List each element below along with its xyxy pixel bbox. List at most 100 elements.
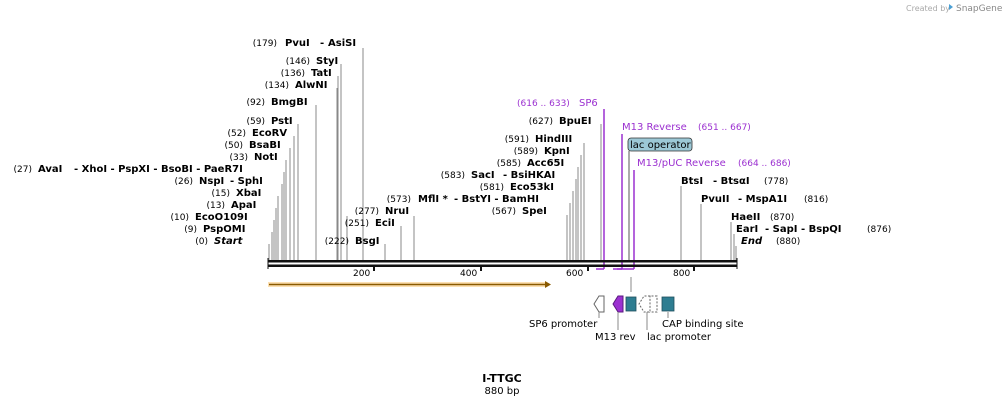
enzyme-bpuei[interactable]: (627) BpuEI xyxy=(529,116,592,127)
feature-label: lac promoter xyxy=(647,332,712,343)
enzyme-pspomi[interactable]: (9) PspOMI xyxy=(184,224,245,235)
site-pos: (13) xyxy=(207,201,225,211)
enzyme-eari[interactable]: EarI - SapI - BspQI (876) xyxy=(736,224,891,235)
enzyme-apai[interactable]: (13) ApaI xyxy=(207,200,257,211)
enzyme-eco53ki[interactable]: (581) Eco53kI xyxy=(480,182,554,193)
enzyme-spei[interactable]: (567) SpeI xyxy=(492,206,547,217)
enzyme-hindiii[interactable]: (591) HindIII xyxy=(505,134,572,145)
enzyme-tati[interactable]: (136) TatI xyxy=(281,68,332,79)
enzyme-mfli[interactable]: (573) MflI * - BstYI - BamHI xyxy=(387,194,539,205)
enzyme-nspi[interactable]: (26) NspI - SphI xyxy=(175,176,263,187)
site-more: - BstYI - BamHI xyxy=(454,194,539,205)
site-pos: (179) xyxy=(253,39,277,49)
site-pos: (870) xyxy=(770,213,794,223)
feature-cap-binding-site[interactable]: CAP binding site xyxy=(661,296,744,330)
feature-label: SP6 promoter xyxy=(529,319,598,330)
credit-prefix: Created by xyxy=(906,4,950,13)
site-name: PstI xyxy=(271,116,293,127)
enzyme-bmgbi[interactable]: (92) BmgBI xyxy=(247,97,308,108)
site-end[interactable]: End (880) xyxy=(741,236,800,247)
feature-lac-operator-box[interactable] xyxy=(625,277,637,312)
site-pos: (92) xyxy=(247,98,265,108)
enzyme-ecii[interactable]: (251) EciI xyxy=(345,218,395,229)
feature-m13-rev[interactable]: M13 rev xyxy=(595,295,636,343)
enzyme-avai[interactable]: (27) AvaI - XhoI - PspXI - BsoBI - PaeR7… xyxy=(14,164,243,175)
enzyme-kpni[interactable]: (589) KpnI xyxy=(514,146,570,157)
ruler: 200 400 600 800 xyxy=(353,266,695,279)
site-pos: (581) xyxy=(480,183,504,193)
feature-lac-promoter[interactable]: lac promoter xyxy=(638,295,712,343)
site-pos: (33) xyxy=(230,153,248,163)
tick-label-400: 400 xyxy=(460,269,477,279)
enzyme-xbai[interactable]: (15) XbaI xyxy=(212,188,262,199)
sequence-backbone xyxy=(267,258,738,269)
enzyme-pvui[interactable]: (179) PvuI - AsiSI xyxy=(253,38,356,49)
site-more: - SphI xyxy=(230,176,263,187)
site-pos: (52) xyxy=(228,129,246,139)
site-name: EcoO109I xyxy=(195,212,248,223)
site-name: BmgBI xyxy=(271,97,308,108)
enzyme-acc65i[interactable]: (585) Acc65I xyxy=(497,158,564,169)
site-more: - MspA1I xyxy=(738,194,787,205)
site-pos: (10) xyxy=(171,213,189,223)
site-more: - BtsαI xyxy=(713,176,750,187)
site-pos: (222) xyxy=(325,237,349,247)
tick-label-200: 200 xyxy=(353,269,370,279)
enzyme-saci[interactable]: (583) SacI - BsiHKAI xyxy=(441,170,555,181)
site-pos: (9) xyxy=(184,225,197,235)
snapgene-logo-icon xyxy=(949,4,953,10)
enzyme-ecorv[interactable]: (52) EcoRV xyxy=(228,128,288,139)
site-name: AlwNI xyxy=(295,80,328,91)
tick-label-800: 800 xyxy=(673,269,690,279)
enzyme-pvuii[interactable]: PvuII - MspA1I (816) xyxy=(701,194,828,205)
primer-sp6[interactable]: (616 .. 633) SP6 xyxy=(517,98,605,270)
site-pos: (15) xyxy=(212,189,230,199)
site-name: HindIII xyxy=(535,134,572,145)
primer-name: M13/pUC Reverse xyxy=(637,158,726,169)
site-name: TatI xyxy=(311,68,332,79)
site-more: - XhoI - PspXI - BsoBI - PaeR7I xyxy=(74,164,243,175)
enzyme-noti[interactable]: (33) NotI xyxy=(230,152,278,163)
primer-range: (616 .. 633) xyxy=(517,99,570,109)
site-name: Acc65I xyxy=(527,158,564,169)
site-pos: (26) xyxy=(175,177,193,187)
feature-sp6-promoter[interactable]: SP6 promoter xyxy=(529,295,605,330)
enzyme-psti[interactable]: (59) PstI xyxy=(247,116,293,127)
site-name: XbaI xyxy=(236,188,261,199)
primer-name: SP6 xyxy=(579,98,598,109)
orf-arrow[interactable] xyxy=(268,281,551,288)
site-pos: (876) xyxy=(867,225,891,235)
site-pos: (880) xyxy=(776,237,800,247)
site-pos: (573) xyxy=(387,195,411,205)
site-pos: (134) xyxy=(265,81,289,91)
tick-label-600: 600 xyxy=(566,269,583,279)
site-name: BtsI xyxy=(681,176,703,187)
enzyme-ecoo109i[interactable]: (10) EcoO109I xyxy=(171,212,248,223)
enzyme-btsi[interactable]: BtsI - BtsαI (778) xyxy=(681,176,788,187)
primer-range: (664 .. 686) xyxy=(738,159,791,169)
cut-site-lines xyxy=(268,48,737,262)
enzyme-haeii[interactable]: HaeII (870) xyxy=(731,212,794,223)
site-name: BpuEI xyxy=(559,116,591,127)
site-name: PvuI xyxy=(285,38,310,49)
site-pos: (59) xyxy=(247,117,265,127)
primer-m13-puc-reverse[interactable]: M13/pUC Reverse (664 .. 686) xyxy=(617,158,791,270)
enzyme-bsabi[interactable]: (50) BsaBI xyxy=(225,140,281,151)
enzyme-styi[interactable]: (146) StyI xyxy=(286,56,338,67)
site-name: NspI xyxy=(199,176,224,187)
enzyme-alwni[interactable]: (134) AlwNI xyxy=(265,80,328,91)
feature-label: M13 rev xyxy=(595,332,636,343)
site-name: SacI xyxy=(471,170,495,181)
site-start[interactable]: (0) Start xyxy=(195,236,243,247)
lac-operator-label: lac operator xyxy=(630,140,691,151)
site-name: PspOMI xyxy=(203,224,245,235)
site-name: NruI xyxy=(385,206,409,217)
enzyme-nrui[interactable]: (277) NruI xyxy=(355,206,409,217)
site-pos: (585) xyxy=(497,159,521,169)
site-name2: AsiSI xyxy=(328,38,356,49)
enzyme-bsgi[interactable]: (222) BsgI xyxy=(325,236,380,247)
site-name: NotI xyxy=(254,152,278,163)
site-pos: (589) xyxy=(514,147,538,157)
site-name: KpnI xyxy=(544,146,570,157)
lac-operator[interactable]: lac operator xyxy=(627,137,693,262)
